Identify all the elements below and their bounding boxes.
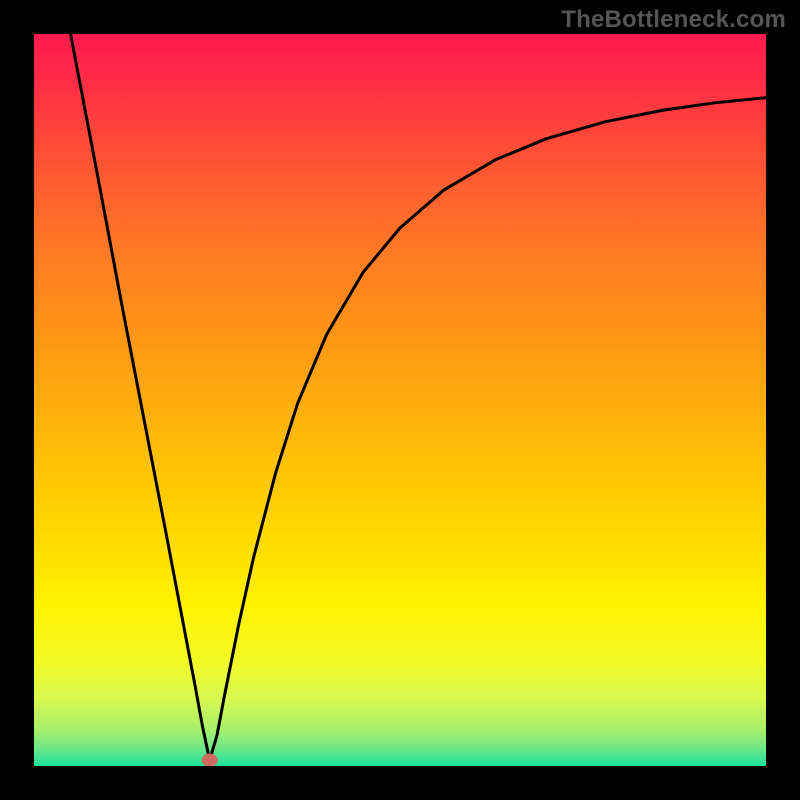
gradient-background xyxy=(34,34,766,766)
plot-area xyxy=(34,34,766,766)
watermark-text: TheBottleneck.com xyxy=(561,6,786,34)
chart-svg xyxy=(34,34,766,766)
chart-canvas: TheBottleneck.com xyxy=(0,0,800,800)
